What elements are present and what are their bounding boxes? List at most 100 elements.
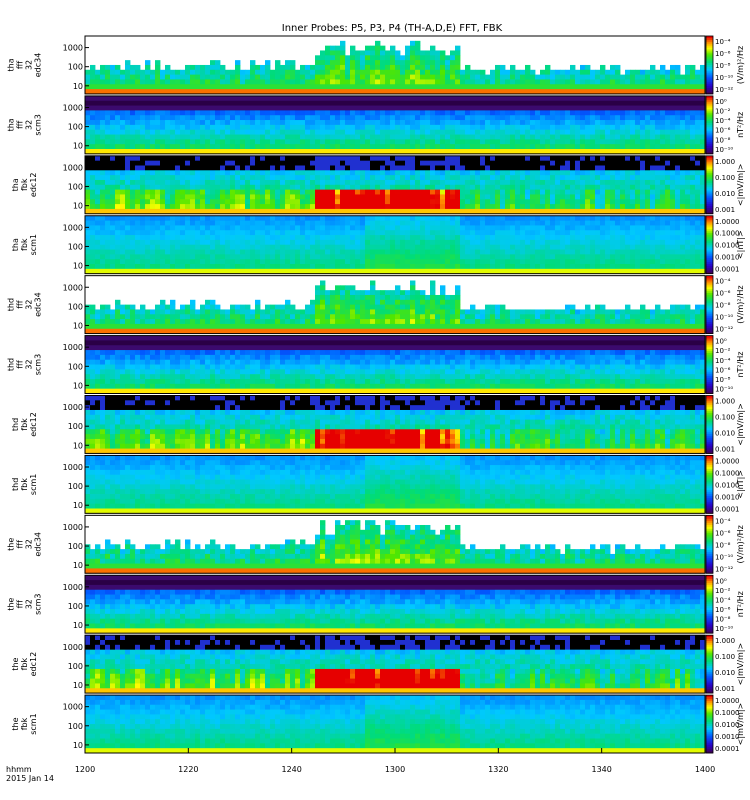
spectrogram-cell bbox=[520, 139, 526, 145]
spectrogram-cell bbox=[480, 89, 486, 95]
spectrogram-cell bbox=[380, 84, 386, 90]
spectrogram-cell bbox=[655, 110, 661, 116]
spectrogram-cell bbox=[495, 170, 501, 176]
spectrogram-cell bbox=[110, 220, 116, 226]
spectrogram-cell bbox=[330, 64, 336, 71]
spectrogram-cell bbox=[435, 50, 441, 56]
spectrogram-cell bbox=[215, 199, 221, 205]
spectrogram-cell bbox=[320, 239, 326, 246]
spectrogram-cell bbox=[370, 115, 376, 121]
spectrogram-cell bbox=[520, 79, 526, 85]
spectrogram-cell bbox=[430, 134, 436, 140]
spectrogram-cell bbox=[520, 170, 526, 176]
spectrogram-cell bbox=[375, 184, 381, 191]
spectrogram-cell bbox=[515, 189, 521, 195]
spectrogram-cell bbox=[415, 149, 421, 155]
spectrogram-cell bbox=[190, 225, 196, 231]
spectrogram-cell bbox=[550, 89, 556, 95]
spectrogram-cell bbox=[230, 129, 236, 135]
spectrogram-cell bbox=[355, 110, 361, 116]
spectrogram-cell bbox=[455, 95, 461, 102]
spectrogram-cell bbox=[315, 155, 321, 162]
spectrogram-cell bbox=[400, 235, 406, 241]
spectrogram-cell bbox=[465, 165, 471, 171]
spectrogram-cell bbox=[500, 184, 506, 191]
spectrogram-cell bbox=[385, 139, 391, 145]
spectrogram-cell bbox=[670, 74, 676, 80]
spectrogram-cell bbox=[320, 170, 326, 176]
spectrogram-cell bbox=[505, 84, 511, 90]
spectrogram-cell bbox=[375, 230, 381, 236]
spectrogram-cell bbox=[150, 175, 156, 181]
spectrogram-cell bbox=[455, 89, 461, 95]
spectrogram-cell bbox=[140, 115, 146, 121]
spectrogram-cell bbox=[565, 144, 571, 150]
spectrogram-cell bbox=[120, 170, 126, 176]
spectrogram-cell bbox=[205, 134, 211, 140]
spectrogram-cell bbox=[425, 215, 431, 221]
spectrogram-cell bbox=[400, 155, 406, 162]
spectrogram-cell bbox=[325, 268, 331, 275]
spectrogram-cell bbox=[420, 254, 426, 260]
colorbar-cell bbox=[706, 86, 713, 89]
spectrogram-cell bbox=[485, 175, 491, 181]
spectrogram-cell bbox=[230, 105, 236, 111]
spectrogram-cell bbox=[265, 100, 271, 106]
spectrogram-cell bbox=[225, 175, 231, 181]
spectrogram-cell bbox=[400, 120, 406, 126]
spectrogram-cell bbox=[305, 110, 311, 116]
spectrogram-cell bbox=[460, 225, 466, 231]
spectrogram-cell bbox=[510, 179, 516, 186]
spectrogram-cell bbox=[210, 115, 216, 121]
spectrogram-cell bbox=[380, 64, 386, 71]
spectrogram-cell bbox=[620, 74, 626, 80]
spectrogram-cell bbox=[160, 249, 166, 255]
spectrogram-cell bbox=[615, 165, 621, 171]
panel-label: tha fff 32 scm3 bbox=[7, 114, 43, 135]
spectrogram-cell bbox=[660, 149, 666, 155]
spectrogram-cell bbox=[225, 105, 231, 111]
spectrogram-cell bbox=[400, 55, 406, 61]
spectrogram-cell bbox=[380, 69, 386, 76]
spectrogram-cell bbox=[655, 95, 661, 102]
spectrogram-cell bbox=[570, 160, 576, 166]
spectrogram-cell bbox=[120, 149, 126, 155]
spectrogram-cell bbox=[515, 100, 521, 106]
spectrogram-cell bbox=[450, 220, 456, 226]
colorbar-tick-label: 10⁻⁶ bbox=[715, 50, 731, 58]
spectrogram-cell bbox=[280, 149, 286, 155]
spectrogram-cell bbox=[485, 249, 491, 255]
spectrogram-cell bbox=[480, 244, 486, 250]
spectrogram-cell bbox=[175, 100, 181, 106]
spectrogram-cell bbox=[410, 120, 416, 126]
spectrogram-cell bbox=[680, 165, 686, 171]
spectrogram-cell bbox=[155, 74, 161, 80]
spectrogram-cell bbox=[255, 144, 261, 150]
spectrogram-cell bbox=[125, 184, 131, 191]
spectrogram-cell bbox=[400, 239, 406, 246]
spectrogram-cell bbox=[455, 170, 461, 176]
spectrogram-cell bbox=[405, 134, 411, 140]
spectrogram-cell bbox=[245, 110, 251, 116]
spectrogram-cell bbox=[225, 235, 231, 241]
spectrogram-cell bbox=[120, 110, 126, 116]
spectrogram-cell bbox=[205, 259, 211, 265]
spectrogram-cell bbox=[150, 189, 156, 195]
spectrogram-cell bbox=[195, 84, 201, 90]
spectrogram-cell bbox=[290, 120, 296, 126]
spectrogram-cell bbox=[115, 199, 121, 205]
spectrogram-cell bbox=[435, 69, 441, 76]
spectrogram-cell bbox=[275, 95, 281, 102]
spectrogram-cell bbox=[120, 69, 126, 76]
spectrogram-cell bbox=[140, 225, 146, 231]
spectrogram-cell bbox=[510, 239, 516, 246]
spectrogram-cell bbox=[320, 175, 326, 181]
spectrogram-cell bbox=[235, 134, 241, 140]
spectrogram-cell bbox=[150, 215, 156, 221]
spectrogram-cell bbox=[560, 165, 566, 171]
spectrogram-cell bbox=[180, 170, 186, 176]
spectrogram-cell bbox=[400, 95, 406, 102]
spectrogram-cell bbox=[405, 244, 411, 250]
spectrogram-cell bbox=[515, 179, 521, 186]
spectrogram-cell bbox=[205, 189, 211, 195]
